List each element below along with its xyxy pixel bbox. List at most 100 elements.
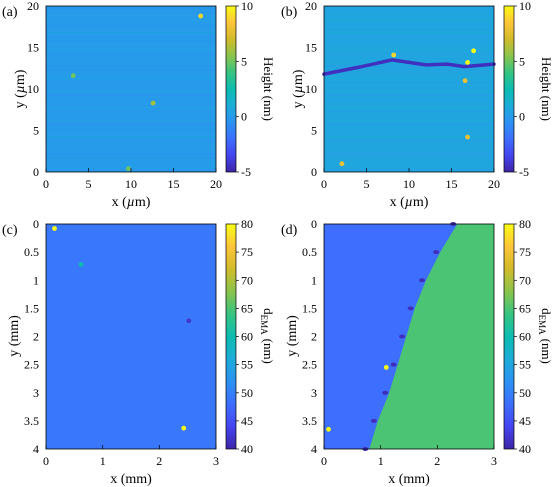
heatmap-feature: [383, 365, 389, 370]
y-tick-label: 0.5: [24, 245, 39, 259]
x-tick-label: 1: [100, 454, 106, 468]
heatmap-c: [46, 224, 216, 449]
heatmap-background: [46, 6, 216, 172]
colorbar-tick-label: 5: [519, 54, 525, 68]
boundary-pit: [390, 362, 397, 367]
heatmap-feature: [125, 166, 131, 172]
y-tick-label: 2.5: [24, 358, 39, 372]
heatmap-feature: [465, 60, 470, 65]
heatmap-feature: [181, 425, 187, 431]
y-tick-label: 20: [27, 0, 39, 13]
x-tick-label: 1: [378, 454, 384, 468]
y-tick-label: 15: [305, 41, 317, 55]
x-tick-label: 5: [86, 177, 92, 191]
y-tick-label: 1.5: [302, 301, 317, 315]
panel-label-c: (c): [2, 223, 18, 238]
y-tick-label: 4: [311, 442, 317, 456]
y-tick-label: 1: [311, 273, 317, 287]
boundary-pit: [382, 390, 389, 395]
colorbar-tick-label: -5: [241, 165, 251, 179]
colorbar-tick-label: 65: [241, 301, 253, 315]
heatmap-feature: [465, 134, 470, 140]
region-high: [369, 224, 494, 449]
colorbar-label-c: dEMA(nm): [259, 308, 276, 364]
colorbar-tick-label: 75: [519, 245, 531, 259]
colorbar-tick-label: 75: [241, 245, 253, 259]
panel-b: (b) 0 5 10 15 20 0 5 10 15 20 x (µm) y (…: [281, 0, 553, 210]
colorbar-tick-label: 40: [241, 442, 253, 456]
x-ticks-a: 0 5 10 15 20: [43, 168, 222, 191]
y-tick-label: 10: [305, 82, 317, 96]
y-tick-label: 0: [311, 217, 317, 231]
heatmap-feature: [52, 226, 57, 231]
colorbar-tick-label: 55: [241, 358, 253, 372]
panel-label-b: (b): [281, 5, 298, 20]
x-tick-label: 0: [321, 454, 327, 468]
colorbar-tick-label: 45: [519, 414, 531, 428]
x-tick-label: 3: [491, 454, 497, 468]
colorbar-tick-label: 65: [519, 301, 531, 315]
boundary-pit: [407, 306, 414, 311]
x-tick-label: 0: [43, 177, 49, 191]
y-tick-label: 20: [305, 0, 317, 13]
colorbar-tick-label: 50: [241, 386, 253, 400]
boundary-pit: [433, 250, 440, 255]
colorbar-tick-label: 60: [241, 330, 253, 344]
colorbar-tick-label: 10: [519, 0, 531, 13]
colorbar-tick-label: 45: [241, 414, 253, 428]
y-tick-label: 3.5: [302, 414, 317, 428]
x-tick-label: 2: [156, 454, 162, 468]
y-tick-label: 5: [311, 124, 317, 138]
y-axis-label-b: y (µm): [291, 69, 306, 108]
x-axis-label-a: x (µm): [112, 195, 151, 210]
y-ticks-d: 0 0.5 1 1.5 2 2.5 3 3.5 4: [302, 217, 317, 456]
x-tick-label: 3: [213, 454, 219, 468]
y-axis-label-d: y (mm): [285, 315, 300, 357]
y-tick-label: 3: [311, 386, 317, 400]
y-tick-label: 2: [311, 330, 317, 344]
colorbar-tick-label: 0: [241, 110, 247, 124]
colorbar-tick-label: 80: [519, 217, 531, 231]
y-tick-label: 3.5: [24, 414, 39, 428]
colorbar-tick-label: 10: [241, 0, 253, 13]
heatmap-b: [322, 6, 496, 172]
heatmap-background: [46, 224, 216, 449]
x-ticks-c: 0 1 2 3: [43, 445, 219, 468]
colorbar-ticks-b: 10 5 0 -5: [514, 0, 531, 179]
colorbar-tick-label: 50: [519, 386, 531, 400]
panel-a: (a) 0 5 10 15 20 0 5 10 15 20 x (µm) y (…: [2, 0, 276, 210]
y-ticks-a: 0 5 10 15 20: [27, 0, 39, 179]
y-tick-label: 2: [33, 330, 39, 344]
heatmap-feature: [198, 13, 204, 19]
colorbar-tick-label: 40: [519, 442, 531, 456]
panel-label-d: (d): [281, 223, 298, 238]
axes-frame-c: [45, 223, 217, 450]
heatmap-d: [324, 222, 494, 451]
y-tick-label: 0: [311, 165, 317, 179]
x-tick-label: 2: [434, 454, 440, 468]
boundary-pit: [399, 334, 406, 339]
colorbar-tick-label: 70: [519, 273, 531, 287]
colorbar-c: [225, 223, 237, 450]
colorbar-d: [503, 223, 515, 450]
x-tick-label: 20: [210, 177, 222, 191]
x-tick-label: 20: [488, 177, 500, 191]
panel-d: (d) 0 1 2 3 0 0.5 1 1.5 2 2.5 3 3.5 4 x …: [281, 217, 553, 487]
colorbar-tick-label: -5: [519, 165, 529, 179]
colorbar-tick-label: 5: [241, 54, 247, 68]
colorbar-tick-label: 70: [241, 273, 253, 287]
y-ticks-b: 0 5 10 15 20: [305, 0, 317, 179]
heatmap-feature: [391, 52, 397, 58]
colorbar-label-b: Height (nm): [539, 57, 553, 121]
x-axis-label-c: x (mm): [110, 472, 152, 487]
x-tick-label: 10: [403, 177, 415, 191]
trench-line: [322, 58, 496, 76]
heatmap-feature: [339, 161, 345, 167]
y-tick-label: 10: [27, 82, 39, 96]
y-tick-label: 0: [33, 217, 39, 231]
colorbar-label-d: dEMA(nm): [537, 308, 553, 364]
x-ticks-d: 0 1 2 3: [321, 445, 497, 468]
colorbar-tick-label: 0: [519, 110, 525, 124]
y-axis-label-c: y (mm): [7, 315, 22, 357]
